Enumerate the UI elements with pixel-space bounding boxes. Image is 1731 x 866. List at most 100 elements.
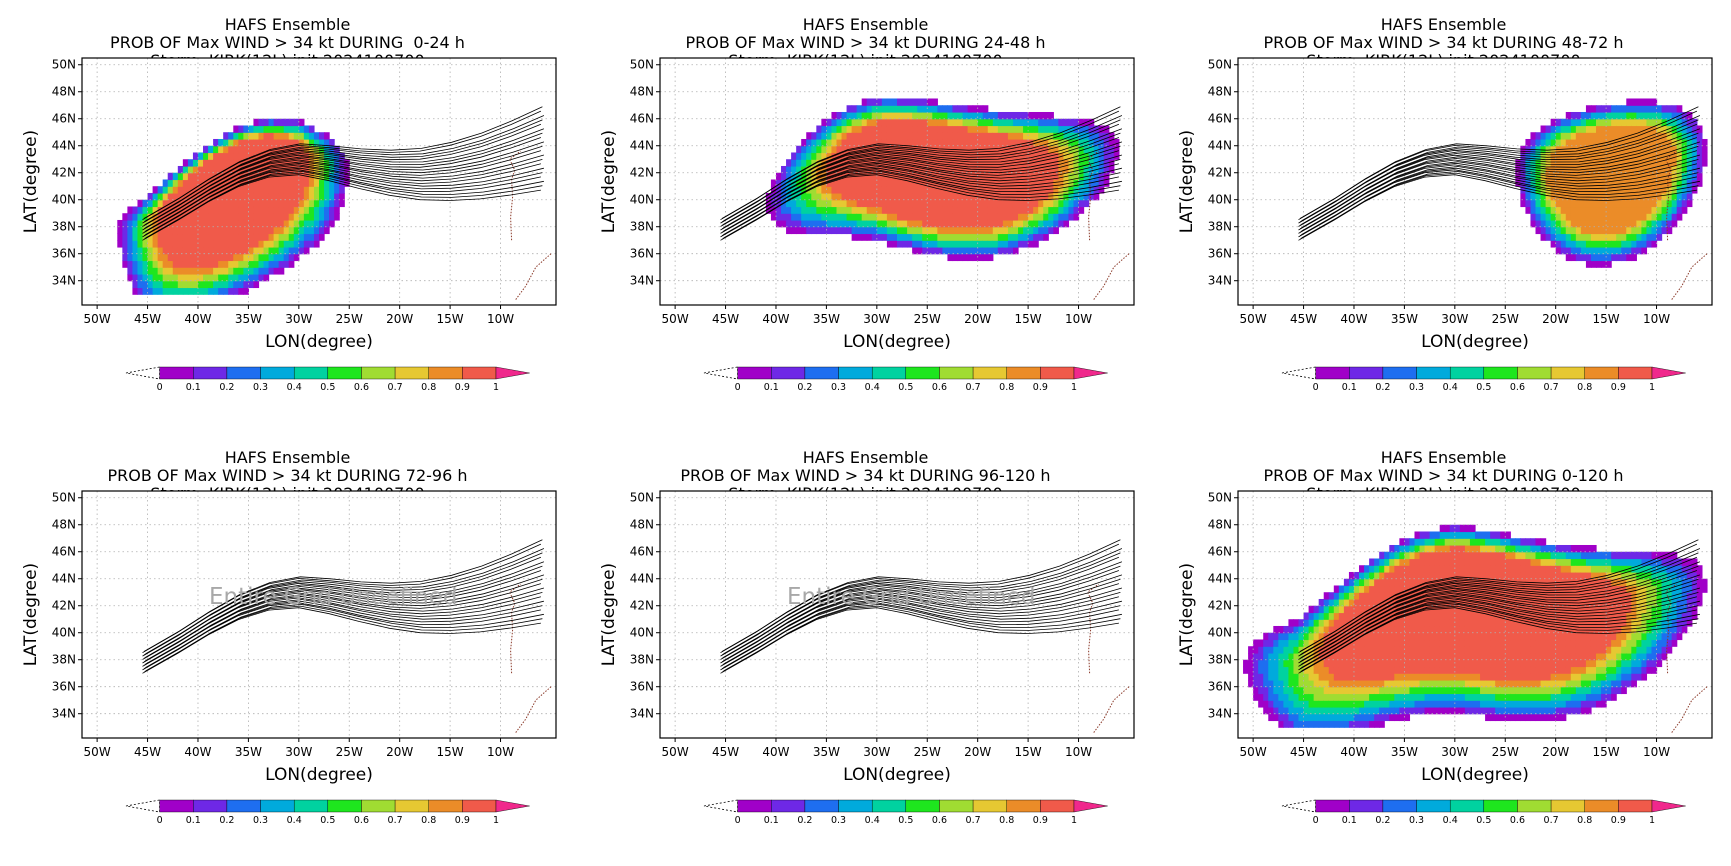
probability-cell — [1515, 551, 1521, 560]
probability-cell — [1394, 659, 1400, 668]
probability-cell — [841, 165, 848, 174]
y-tick-label: 50N — [1208, 58, 1232, 72]
probability-cell — [233, 226, 239, 235]
colorbar-under-arrow — [1281, 366, 1317, 380]
probability-cell — [1525, 192, 1532, 201]
probability-cell — [1469, 700, 1476, 708]
probability-cell — [197, 287, 204, 295]
probability-cell — [308, 233, 315, 241]
probability-cell — [972, 111, 979, 120]
probability-cell — [1454, 544, 1461, 553]
probability-cell — [152, 260, 159, 268]
y-tick-label: 34N — [630, 707, 654, 721]
probability-cell — [1585, 639, 1592, 647]
probability-cell — [1409, 578, 1416, 587]
probability-cell — [841, 213, 848, 221]
probability-cell — [1485, 700, 1491, 708]
probability-cell — [927, 206, 933, 214]
probability-cell — [329, 219, 335, 228]
probability-cell — [836, 219, 843, 228]
probability-cell — [856, 213, 863, 221]
probability-cell — [997, 118, 1004, 127]
probability-cell — [1429, 538, 1436, 546]
probability-cell — [152, 199, 159, 208]
probability-cell — [1646, 240, 1653, 248]
probability-cell — [152, 246, 159, 255]
probability-cell — [1043, 125, 1049, 133]
probability-cell — [927, 159, 933, 167]
probability-cell — [1540, 666, 1547, 674]
probability-cell — [1303, 625, 1310, 634]
probability-cell — [1073, 118, 1080, 127]
probability-cell — [1560, 213, 1567, 221]
probability-cell — [1550, 186, 1557, 194]
probability-cell — [821, 199, 827, 208]
probability-cell — [162, 240, 169, 248]
probability-cell — [218, 138, 224, 147]
probability-cell — [922, 111, 928, 120]
probability-cell — [1268, 632, 1274, 641]
probability-cell — [223, 287, 229, 295]
ensemble-track — [142, 169, 541, 238]
probability-cell — [997, 226, 1004, 235]
probability-cell — [1083, 165, 1090, 174]
probability-cell — [1540, 700, 1547, 708]
probability-cell — [203, 267, 209, 275]
probability-cell — [1394, 666, 1400, 674]
probability-cell — [1454, 592, 1461, 600]
probability-cell — [957, 125, 964, 133]
probability-cell — [223, 213, 229, 221]
probability-cell — [1419, 679, 1426, 688]
probability-cell — [881, 192, 888, 201]
probability-cell — [137, 273, 144, 282]
x-tick-label: 10W — [487, 745, 514, 759]
probability-cell — [1318, 706, 1325, 715]
y-tick-label: 36N — [52, 247, 76, 261]
probability-cell — [902, 240, 908, 248]
probability-cell — [167, 186, 174, 194]
probability-cell — [1475, 578, 1481, 587]
probability-cell — [1414, 666, 1421, 674]
probability-cell — [273, 213, 280, 221]
probability-cell — [1253, 659, 1259, 668]
probability-cell — [1068, 145, 1075, 154]
probability-cell — [1475, 679, 1481, 688]
probability-cell — [319, 192, 325, 201]
probability-cell — [806, 179, 812, 187]
probability-cell — [1469, 585, 1476, 593]
probability-cell — [1454, 571, 1461, 580]
probability-cell — [1590, 673, 1597, 681]
probability-cell — [273, 125, 280, 133]
ensemble-track — [720, 607, 1119, 674]
probability-cell — [1590, 186, 1597, 194]
probability-cell — [1585, 585, 1592, 593]
probability-cell — [278, 267, 285, 275]
probability-cell — [942, 138, 949, 147]
probability-cell — [1686, 111, 1693, 120]
probability-cell — [1353, 625, 1360, 634]
probability-cell — [987, 159, 994, 167]
probability-cell — [1364, 720, 1370, 728]
probability-cell — [1505, 652, 1511, 661]
colorbar-under-arrow — [703, 366, 739, 380]
probability-cell — [1671, 138, 1678, 147]
probability-cell — [982, 253, 989, 262]
probability-cell — [177, 186, 184, 194]
probability-cell — [942, 159, 949, 167]
probability-cell — [846, 192, 853, 201]
probability-cell — [1636, 145, 1642, 154]
probability-cell — [957, 138, 964, 147]
probability-cell — [213, 145, 219, 154]
probability-cell — [142, 287, 149, 295]
probability-cell — [223, 145, 229, 154]
probability-cell — [1288, 713, 1295, 722]
probability-cell — [1298, 673, 1305, 681]
probability-cell — [816, 213, 822, 221]
probability-cell — [1575, 666, 1582, 674]
probability-cell — [238, 253, 244, 262]
probability-cell — [1394, 558, 1400, 566]
probability-cell — [1601, 152, 1607, 160]
probability-cell — [248, 267, 255, 275]
probability-cell — [947, 219, 954, 228]
probability-cell — [1424, 605, 1431, 614]
